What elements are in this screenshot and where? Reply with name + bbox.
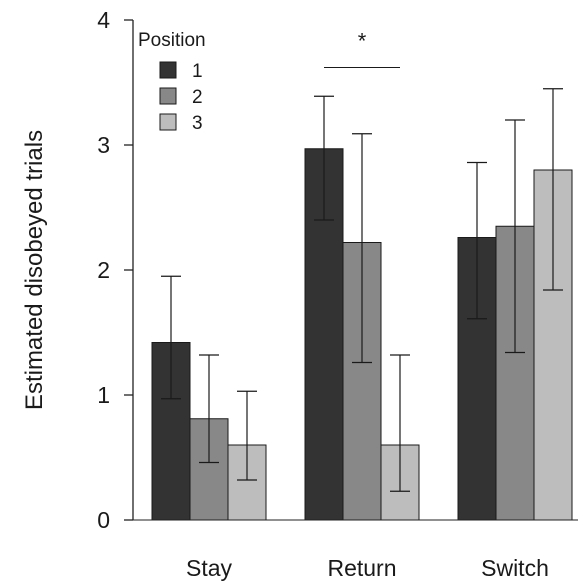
- legend-label: 2: [192, 87, 203, 108]
- y-tick-label: 4: [97, 7, 110, 33]
- y-tick-label: 2: [97, 257, 110, 283]
- x-tick-label: Return: [327, 555, 396, 581]
- x-tick-label: Stay: [186, 555, 233, 581]
- legend-title: Position: [138, 30, 206, 51]
- x-axis-labels: Stay Return Switch: [133, 519, 578, 581]
- legend: Position 1 2 3: [138, 30, 206, 134]
- bar-groups: [151, 88, 573, 521]
- annotations: *: [324, 29, 400, 68]
- y-tick-label: 3: [97, 132, 110, 158]
- y-axis-label: Estimated disobeyed trials: [21, 130, 48, 410]
- legend-swatch: [159, 113, 177, 131]
- y-axis: 0 1 2 3 4: [97, 7, 134, 533]
- legend-swatch: [159, 61, 177, 79]
- legend-label: 3: [192, 113, 203, 134]
- y-tick-label: 1: [97, 382, 110, 408]
- x-tick-label: Switch: [481, 555, 549, 581]
- y-tick-label: 0: [97, 507, 110, 533]
- significance-marker: *: [358, 29, 367, 54]
- legend-swatch: [159, 87, 177, 105]
- legend-label: 1: [192, 61, 203, 82]
